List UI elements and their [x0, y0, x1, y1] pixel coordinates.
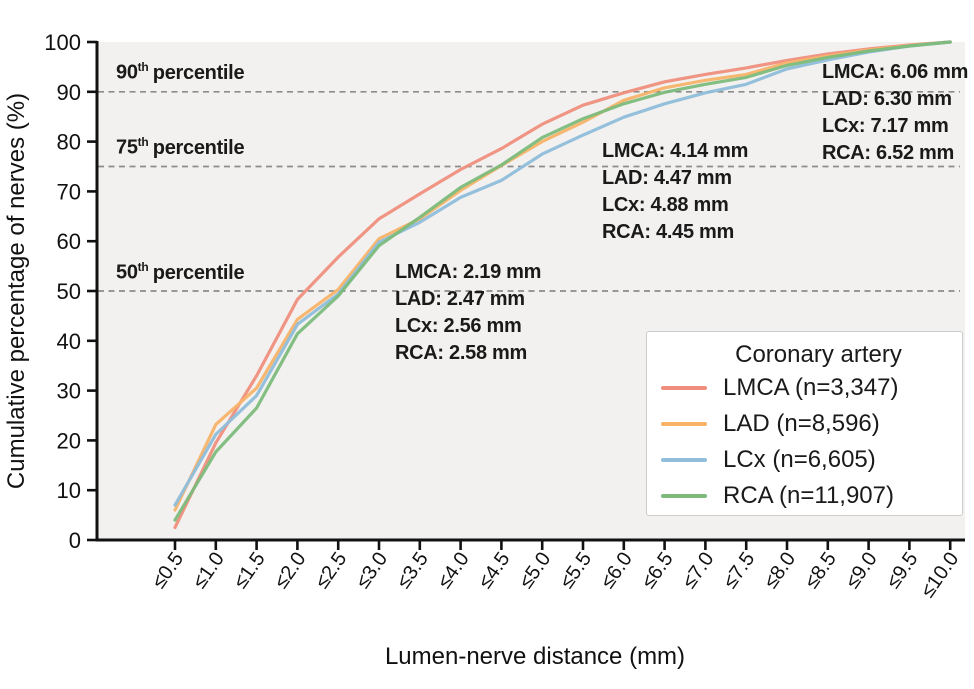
- lad-line-swatch: [661, 422, 707, 426]
- percentile-90-number: 90: [116, 61, 138, 84]
- x-tick-label: ≤7.5: [719, 548, 759, 592]
- annotation-line: RCA: 4.45 mm: [602, 221, 734, 243]
- x-tick-label: ≤2.5: [311, 548, 351, 592]
- y-tick-label: 100: [44, 30, 81, 55]
- legend-title: Coronary artery: [735, 341, 902, 368]
- y-tick-label: 20: [57, 428, 81, 453]
- x-tick-label: ≤5.0: [515, 548, 555, 592]
- x-tick-label: ≤1.0: [189, 548, 229, 592]
- percentile-90-suffix: th: [137, 60, 149, 74]
- y-axis-ticks: 0 10 20 30 40 50 60 70 80 90 100: [44, 30, 97, 553]
- annotation-line: LMCA: 4.14 mm: [602, 140, 749, 162]
- series-line-rca: [173, 40, 952, 522]
- x-tick-label: ≤8.0: [760, 548, 800, 592]
- x-tick-label: ≤6.5: [637, 548, 677, 592]
- y-axis-title: Cumulative percentage of nerves (%): [3, 93, 30, 489]
- x-tick-label: ≤1.5: [229, 548, 269, 592]
- x-tick-label: ≤10.0: [917, 548, 964, 601]
- annotation-line: LCx: 4.88 mm: [602, 194, 729, 216]
- x-tick-label: ≤5.5: [556, 548, 596, 592]
- x-axis-ticks: ≤0.5 ≤1.0 ≤1.5 ≤2.0 ≤2.5 ≤3.0 ≤3.5 ≤4.0 ≤4.5 ≤5.0…: [148, 540, 963, 602]
- y-tick-label: 80: [57, 130, 81, 155]
- annotation-line: RCA: 6.52 mm: [822, 142, 954, 164]
- percentile-50-word: percentile: [152, 261, 245, 284]
- legend-label-rca: RCA (n=11,907): [723, 482, 894, 509]
- y-tick-label: 90: [57, 80, 81, 105]
- series-line-lad: [173, 40, 952, 512]
- annotation-line: LMCA: 6.06 mm: [822, 61, 969, 83]
- legend-row-lcx: LCx (n=6,605): [661, 442, 948, 478]
- x-tick-label: ≤9.0: [841, 548, 881, 592]
- y-tick-label: 0: [69, 528, 81, 553]
- x-tick-label: ≤3.5: [393, 548, 433, 592]
- x-tick-label: ≤6.0: [597, 548, 637, 592]
- series-line-lmca: [173, 40, 952, 530]
- percentile-label-90: 90th percentile: [116, 60, 245, 85]
- annotation-50th-values: LMCA: 2.19 mm LAD: 2.47 mm LCx: 2.56 mm …: [395, 259, 541, 367]
- y-tick-label: 40: [57, 329, 81, 354]
- percentile-label-50: 50th percentile: [116, 260, 245, 285]
- annotation-line: LAD: 4.47 mm: [602, 167, 732, 189]
- percentile-75-number: 75: [116, 136, 138, 159]
- x-tick-label: ≤3.0: [352, 548, 392, 592]
- annotation-line: LCx: 7.17 mm: [822, 115, 949, 137]
- legend-label-lcx: LCx (n=6,605): [723, 446, 876, 473]
- percentile-reference-lines: [98, 90, 960, 292]
- annotation-line: RCA: 2.58 mm: [395, 342, 527, 364]
- annotation-line: LMCA: 2.19 mm: [395, 261, 542, 283]
- annotation-line: LAD: 2.47 mm: [395, 288, 525, 310]
- annotation-90th-values: LMCA: 6.06 mm LAD: 6.30 mm LCx: 7.17 mm …: [822, 59, 968, 167]
- series-line-lcx: [173, 40, 952, 507]
- legend-label-lad: LAD (n=8,596): [723, 410, 880, 437]
- rca-line-swatch: [661, 494, 707, 498]
- series-curves: [173, 40, 952, 530]
- y-tick-label: 10: [57, 478, 81, 503]
- annotation-75th-values: LMCA: 4.14 mm LAD: 4.47 mm LCx: 4.88 mm …: [602, 138, 748, 246]
- x-tick-label: ≤0.5: [148, 548, 188, 592]
- legend-row-lmca: LMCA (n=3,347): [661, 370, 948, 406]
- y-tick-label: 50: [57, 279, 81, 304]
- percentile-50-number: 50: [116, 261, 138, 284]
- annotation-line: LCx: 2.56 mm: [395, 315, 522, 337]
- y-tick-label: 60: [57, 229, 81, 254]
- lcx-line-swatch: [661, 458, 707, 462]
- x-tick-label: ≤8.5: [801, 548, 841, 592]
- percentile-50-suffix: th: [137, 260, 149, 274]
- x-tick-label: ≤2.0: [270, 548, 310, 592]
- y-tick-label: 70: [57, 179, 81, 204]
- x-tick-label: ≤9.5: [882, 548, 922, 592]
- annotation-line: LAD: 6.30 mm: [822, 88, 952, 110]
- x-axis-title: Lumen-nerve distance (mm): [385, 643, 685, 670]
- legend: Coronary artery LMCA (n=3,347) LAD (n=8,…: [646, 331, 963, 516]
- y-tick-label: 30: [57, 379, 81, 404]
- legend-row-rca: RCA (n=11,907): [661, 478, 948, 514]
- lmca-line-swatch: [661, 386, 707, 390]
- x-tick-label: ≤4.0: [433, 548, 473, 592]
- percentile-75-suffix: th: [137, 135, 149, 149]
- percentile-label-75: 75th percentile: [116, 135, 245, 160]
- x-tick-label: ≤7.0: [678, 548, 718, 592]
- percentile-75-word: percentile: [152, 136, 245, 159]
- percentile-90-word: percentile: [152, 61, 245, 84]
- legend-label-lmca: LMCA (n=3,347): [723, 374, 899, 401]
- x-tick-label: ≤4.5: [474, 548, 514, 592]
- legend-row-lad: LAD (n=8,596): [661, 406, 948, 442]
